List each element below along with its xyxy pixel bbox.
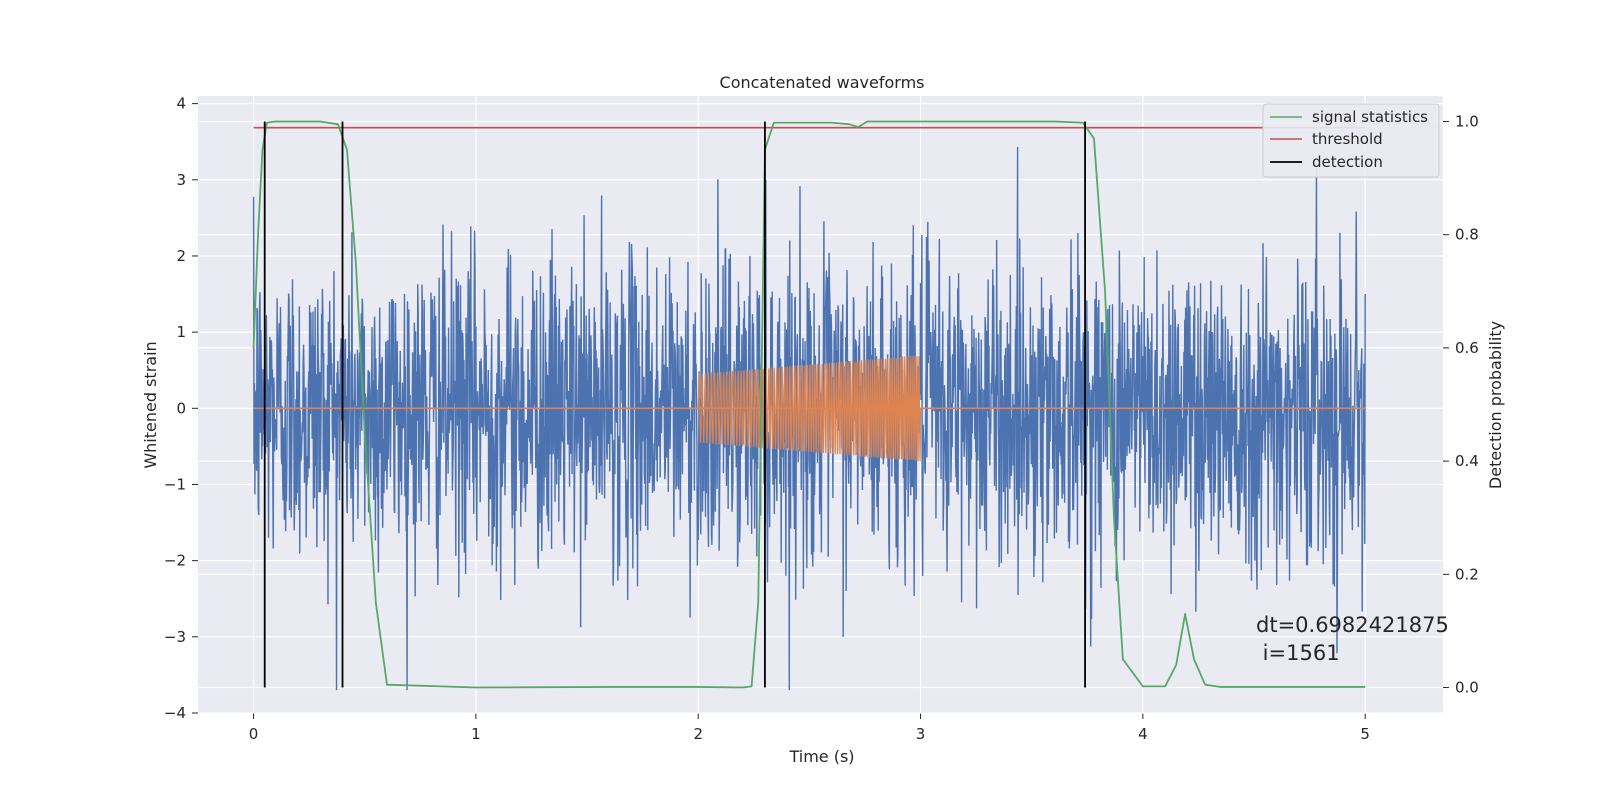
y2-tick-label: 1.0 [1455,112,1479,130]
y-tick-label: 3 [176,171,186,189]
legend-box [1262,103,1440,178]
x-tick-label: 3 [916,725,926,743]
y-tick-label: 0 [176,399,186,417]
plot-data [252,120,1366,691]
y-tick-label: −1 [164,475,186,493]
y-tick-label: −2 [164,552,186,570]
y-tick-label: −3 [164,628,186,646]
legend: signal statistics threshold detection [1262,103,1440,178]
x-axis-label: Time (s) [788,747,854,766]
y2-axis-label: Detection probability [1486,321,1505,489]
y2-tick-label: 0.0 [1455,679,1479,697]
annotation: dt=0.6982421875 i=1561 [1256,613,1449,665]
legend-detection-label: detection [1312,153,1383,171]
y-tick-label: 4 [176,95,186,113]
strain-series [252,147,1366,691]
annotation-index: i=1561 [1256,641,1340,665]
x-tick-label: 1 [471,725,481,743]
x-tick-label: 5 [1360,725,1370,743]
y-tick-label: 1 [176,323,186,341]
x-tick-label: 2 [693,725,703,743]
y2-tick-label: 0.4 [1455,452,1479,470]
x-tick-label: 0 [249,725,259,743]
injection-chirp-series [697,355,922,462]
y-tick-label: −4 [164,704,186,722]
chart-title: Concatenated waveforms [720,73,925,92]
legend-signal-label: signal statistics [1312,108,1428,126]
y-axis-label: Whitened strain [141,341,160,468]
x-tick-label: 4 [1138,725,1148,743]
y2-tick-label: 0.8 [1455,226,1479,244]
annotation-dt: dt=0.6982421875 [1256,613,1449,637]
y2-tick-label: 0.6 [1455,339,1479,357]
y2-tick-label: 0.2 [1455,565,1479,583]
y-tick-label: 2 [176,247,186,265]
legend-threshold-label: threshold [1312,130,1383,148]
axes-text: Concatenated waveforms Time (s) Whitened… [141,73,1505,766]
